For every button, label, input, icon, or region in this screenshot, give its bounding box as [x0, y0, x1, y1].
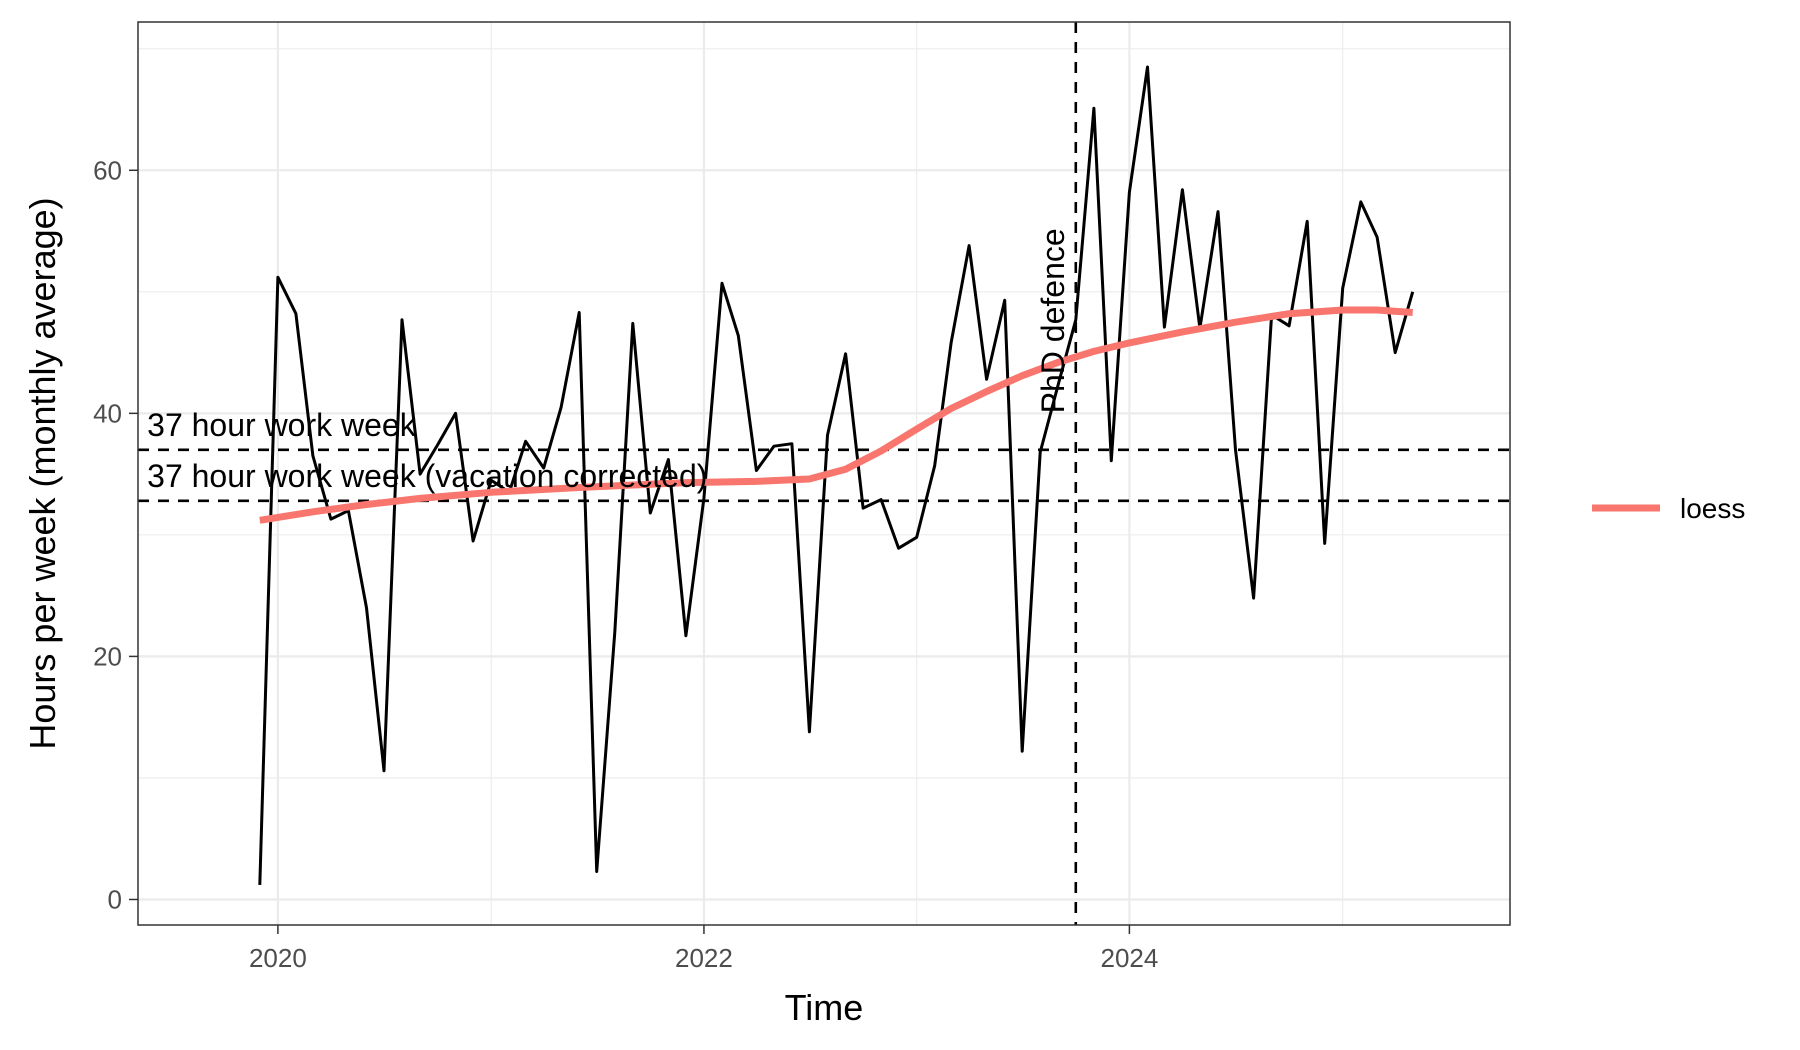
y-tick-label: 20: [93, 641, 122, 671]
vline-label: PhD defence: [1035, 228, 1071, 413]
hline-label: 37 hour work week: [147, 407, 417, 443]
y-tick-label: 0: [108, 884, 122, 914]
hline-label: 37 hour work week (vacation corrected): [147, 458, 707, 494]
annotations: 37 hour work week 37 hour work week (vaca…: [147, 228, 1071, 494]
x-tick-label: 2022: [675, 943, 733, 973]
y-axis: 0 20 40 60: [93, 155, 138, 914]
x-tick-label: 2020: [249, 943, 307, 973]
grid-major: [138, 22, 1510, 925]
x-tick-label: 2024: [1100, 943, 1158, 973]
x-axis-title: Time: [785, 987, 864, 1028]
grid-minor: [138, 22, 1510, 925]
x-axis: 2020 2022 2024: [249, 925, 1158, 973]
y-tick-label: 60: [93, 155, 122, 185]
series-line-hours: [258, 65, 1415, 885]
legend: loess: [1592, 493, 1745, 524]
series-line-loess: [259, 306, 1413, 524]
series-layer: [258, 65, 1415, 885]
y-tick-label: 40: [93, 398, 122, 428]
panel-border: [137, 21, 1511, 926]
legend-label: loess: [1680, 493, 1745, 524]
y-axis-title: Hours per week (monthly average): [22, 197, 63, 749]
